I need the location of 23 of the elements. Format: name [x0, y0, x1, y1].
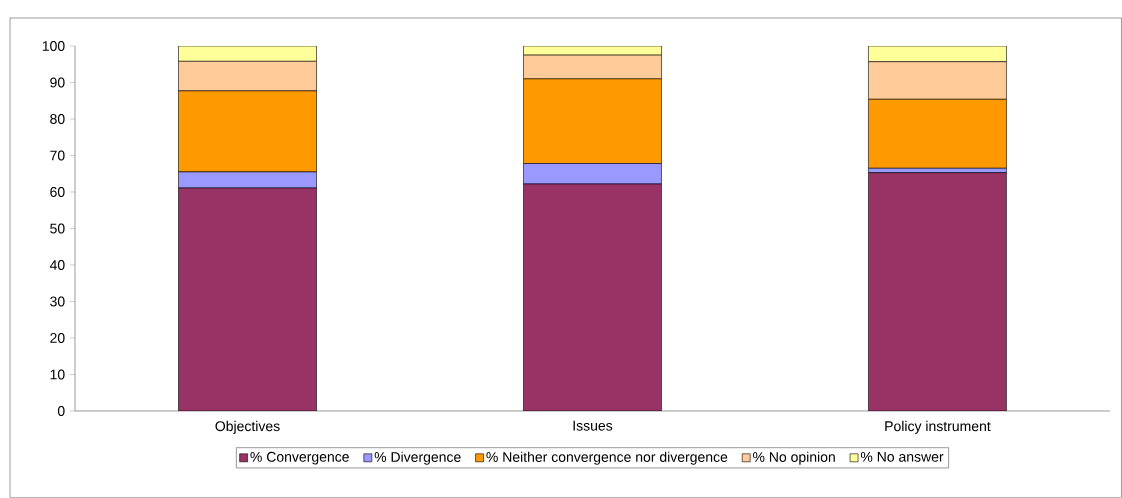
y-tick-label: 10	[50, 369, 65, 380]
y-tick-label: 30	[50, 296, 65, 307]
y-tick-label: 40	[49, 260, 65, 270]
legend-label: % Neither convergence nor divergence	[486, 451, 728, 465]
y-tick-label: 0	[57, 406, 65, 416]
x-tick-label: Policy instrument	[885, 420, 991, 434]
y-tick-label: 90	[50, 77, 65, 88]
y-tick-label: 60	[50, 187, 65, 197]
x-tick-label: Issues	[573, 420, 613, 431]
y-tick-label: 70	[50, 150, 65, 161]
y-tick-label: 20	[50, 333, 65, 343]
bar	[868, 172, 1007, 411]
legend-label: % Divergence	[374, 451, 461, 465]
y-tick-label: 50	[50, 223, 65, 234]
bar	[178, 187, 317, 411]
legend-label: % No opinion	[753, 451, 835, 465]
y-tick-label: 80	[50, 114, 65, 124]
x-tick-label: Objectives	[215, 420, 280, 434]
bar	[523, 183, 662, 411]
legend-label: % Convergence	[250, 451, 349, 465]
legend-label: % No answer	[860, 451, 944, 462]
bar	[178, 45, 317, 62]
y-tick-label: 100	[42, 41, 65, 51]
